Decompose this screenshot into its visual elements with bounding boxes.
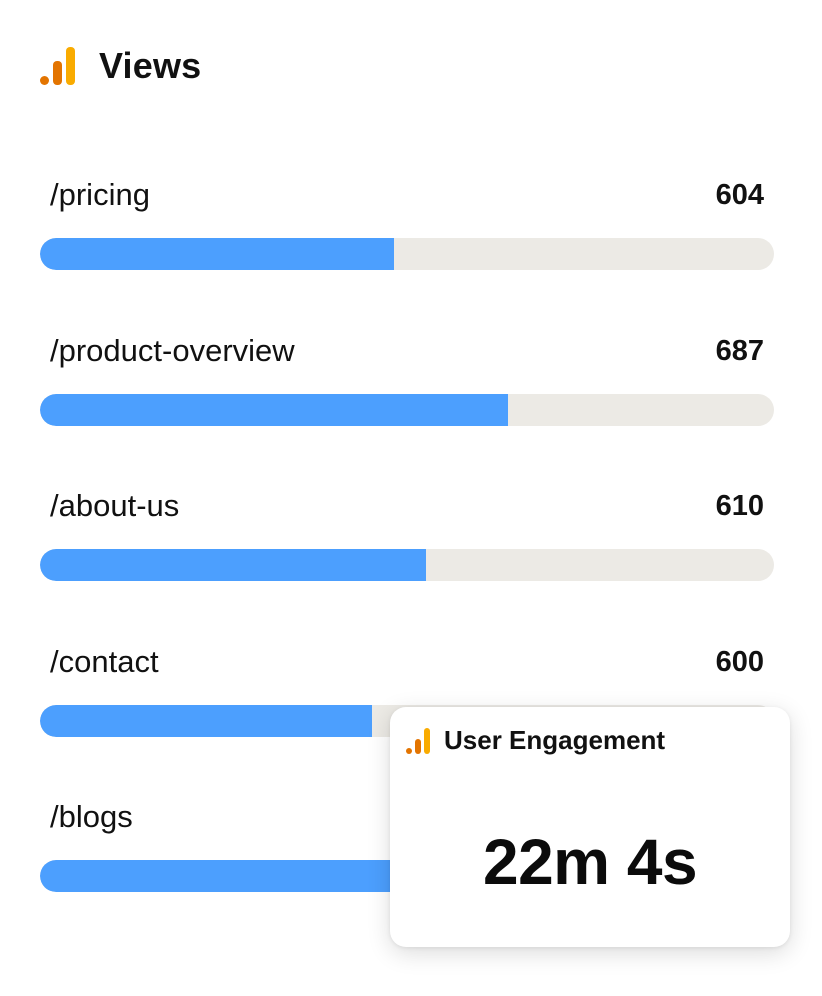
progress-fill (40, 549, 427, 581)
progress-fill (40, 393, 509, 426)
progress-track (40, 393, 774, 426)
view-count: 600 (715, 645, 764, 678)
page-path-label: /contact (50, 643, 159, 679)
page-path-label: /product-overview (50, 332, 295, 368)
card-title: Views (99, 45, 202, 86)
analytics-bars-icon (40, 47, 75, 85)
card-header: Views (40, 42, 201, 90)
progress-fill (40, 860, 430, 892)
view-count: 610 (715, 490, 764, 522)
engagement-time-value: 22m 4s (482, 826, 698, 898)
page-path-label: /blogs (50, 799, 133, 834)
page-path-label: /pricing (50, 177, 150, 212)
progress-track (40, 549, 774, 581)
view-count: 604 (715, 179, 764, 211)
analytics-bars-icon (406, 727, 430, 754)
view-count: 687 (715, 334, 764, 367)
list-item[interactable]: /about-us 610 (40, 483, 774, 639)
progress-fill (40, 238, 394, 270)
page-path-label: /about-us (50, 488, 180, 523)
progress-track (40, 238, 774, 270)
list-item[interactable]: /product-overview 687 (40, 328, 774, 484)
list-item[interactable]: /pricing 604 (40, 172, 774, 328)
user-engagement-card: User Engagement 22m 4s (390, 707, 790, 947)
popup-title: User Engagement (444, 725, 666, 755)
popup-header: User Engagement (406, 725, 665, 756)
progress-fill (40, 704, 372, 737)
